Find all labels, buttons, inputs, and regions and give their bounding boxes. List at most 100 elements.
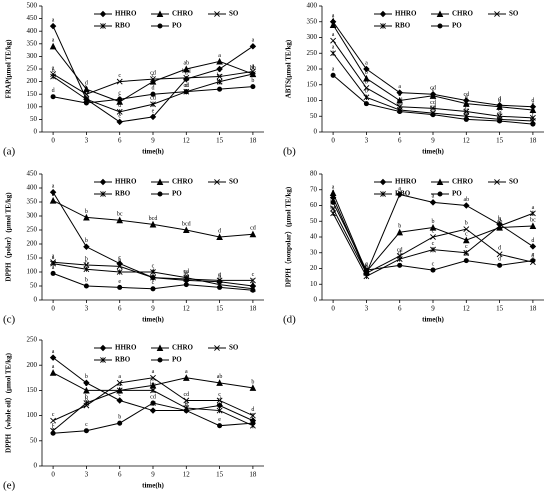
x-axis-label: time(h) <box>422 316 444 324</box>
significance-letter: cd <box>463 92 469 98</box>
significance-letter: d <box>118 103 121 109</box>
marker <box>216 233 223 241</box>
marker <box>330 50 337 57</box>
legend-label: RBO <box>115 356 131 364</box>
significance-letter: b <box>498 216 501 222</box>
significance-letter: d <box>218 228 221 234</box>
significance-letter: b <box>118 382 121 388</box>
significance-letter: d <box>185 83 188 89</box>
marker <box>429 92 437 99</box>
y-tick-label: 150 <box>27 254 38 262</box>
significance-letter: d <box>465 95 468 101</box>
significance-letter: b <box>365 95 368 101</box>
marker <box>83 283 89 289</box>
x-tick-label: 3 <box>85 471 89 479</box>
significance-letter: e <box>218 417 221 423</box>
marker <box>249 384 257 391</box>
significance-letter: b <box>332 194 335 200</box>
marker <box>249 230 257 238</box>
y-tick-label: 100 <box>27 411 38 419</box>
y-tick-label: 40 <box>310 233 318 241</box>
x-tick-label: 9 <box>431 305 435 313</box>
marker <box>150 274 156 281</box>
x-tick-label: 9 <box>151 471 155 479</box>
marker <box>117 284 123 290</box>
significance-letter: e <box>498 108 501 114</box>
marker <box>363 273 370 280</box>
significance-letter: cd <box>397 247 403 253</box>
x-tick-label: 3 <box>85 305 89 313</box>
marker <box>216 379 223 386</box>
x-tick-label: 18 <box>529 305 537 313</box>
marker <box>116 397 123 404</box>
significance-letter: c <box>465 232 468 238</box>
significance-letter: c <box>52 425 55 431</box>
marker <box>183 74 190 81</box>
significance-letter: d <box>498 246 501 252</box>
significance-letter: cd <box>430 104 436 110</box>
significance-letter: cd <box>397 98 403 104</box>
significance-letter: e <box>152 108 155 114</box>
marker <box>430 105 436 112</box>
significance-letter: a <box>398 186 401 192</box>
significance-letter: d <box>531 98 534 104</box>
significance-letter: b <box>52 68 55 74</box>
legend-label: PO <box>172 356 182 364</box>
y-tick-label: 200 <box>27 240 38 248</box>
significance-letter: ab <box>463 197 469 203</box>
marker <box>216 78 223 85</box>
marker <box>216 65 223 73</box>
marker <box>496 251 503 258</box>
significance-letter: e <box>498 112 501 118</box>
significance-letter: a <box>332 16 335 22</box>
significance-letter: bc <box>330 205 336 211</box>
x-tick-label: 18 <box>249 137 257 145</box>
marker <box>379 10 387 18</box>
x-tick-label: 0 <box>51 305 55 313</box>
x-tick-label: 12 <box>183 137 191 145</box>
significance-letter: d <box>52 88 55 94</box>
marker <box>156 344 164 352</box>
marker <box>429 199 437 206</box>
y-tick-label: 300 <box>27 52 38 60</box>
legend-label: HHRO <box>115 344 137 352</box>
marker <box>150 387 156 394</box>
significance-letter: cd <box>150 70 156 76</box>
legend-label: SO <box>509 178 519 186</box>
significance-letter: de <box>463 111 469 117</box>
marker <box>117 420 123 426</box>
y-tick-label: 200 <box>27 77 38 85</box>
significance-letter: a <box>252 63 255 69</box>
marker <box>363 101 369 107</box>
significance-letter: e <box>365 261 368 267</box>
significance-letter: c <box>152 280 155 286</box>
y-tick-label: 400 <box>27 184 38 192</box>
marker <box>462 100 470 107</box>
significance-letter: a <box>532 205 535 211</box>
y-tick-label: 350 <box>307 17 318 25</box>
x-tick-label: 6 <box>398 305 402 313</box>
significance-letter: d <box>85 81 88 87</box>
marker <box>83 100 89 106</box>
y-tick-label: 200 <box>27 361 38 369</box>
y-tick-label: 150 <box>307 80 318 88</box>
significance-letter: a <box>52 65 55 71</box>
x-axis-label: time(h) <box>142 316 164 324</box>
significance-letter: c <box>85 91 88 97</box>
marker <box>50 94 56 100</box>
y-tick-label: 0 <box>34 296 38 304</box>
marker <box>380 23 386 29</box>
significance-letter: a <box>52 18 55 24</box>
marker <box>83 379 90 387</box>
significance-letter: d <box>531 238 534 244</box>
y-tick-label: 400 <box>27 27 38 35</box>
significance-letter: e <box>85 94 88 100</box>
significance-letter: a <box>332 32 335 38</box>
y-tick-label: 500 <box>27 2 38 10</box>
y-tick-label: 250 <box>307 49 318 57</box>
marker <box>496 103 503 110</box>
significance-letter: b <box>398 224 401 230</box>
significance-letter: bc <box>117 212 123 218</box>
marker <box>497 262 503 268</box>
x-axis-label: time(h) <box>422 148 444 156</box>
